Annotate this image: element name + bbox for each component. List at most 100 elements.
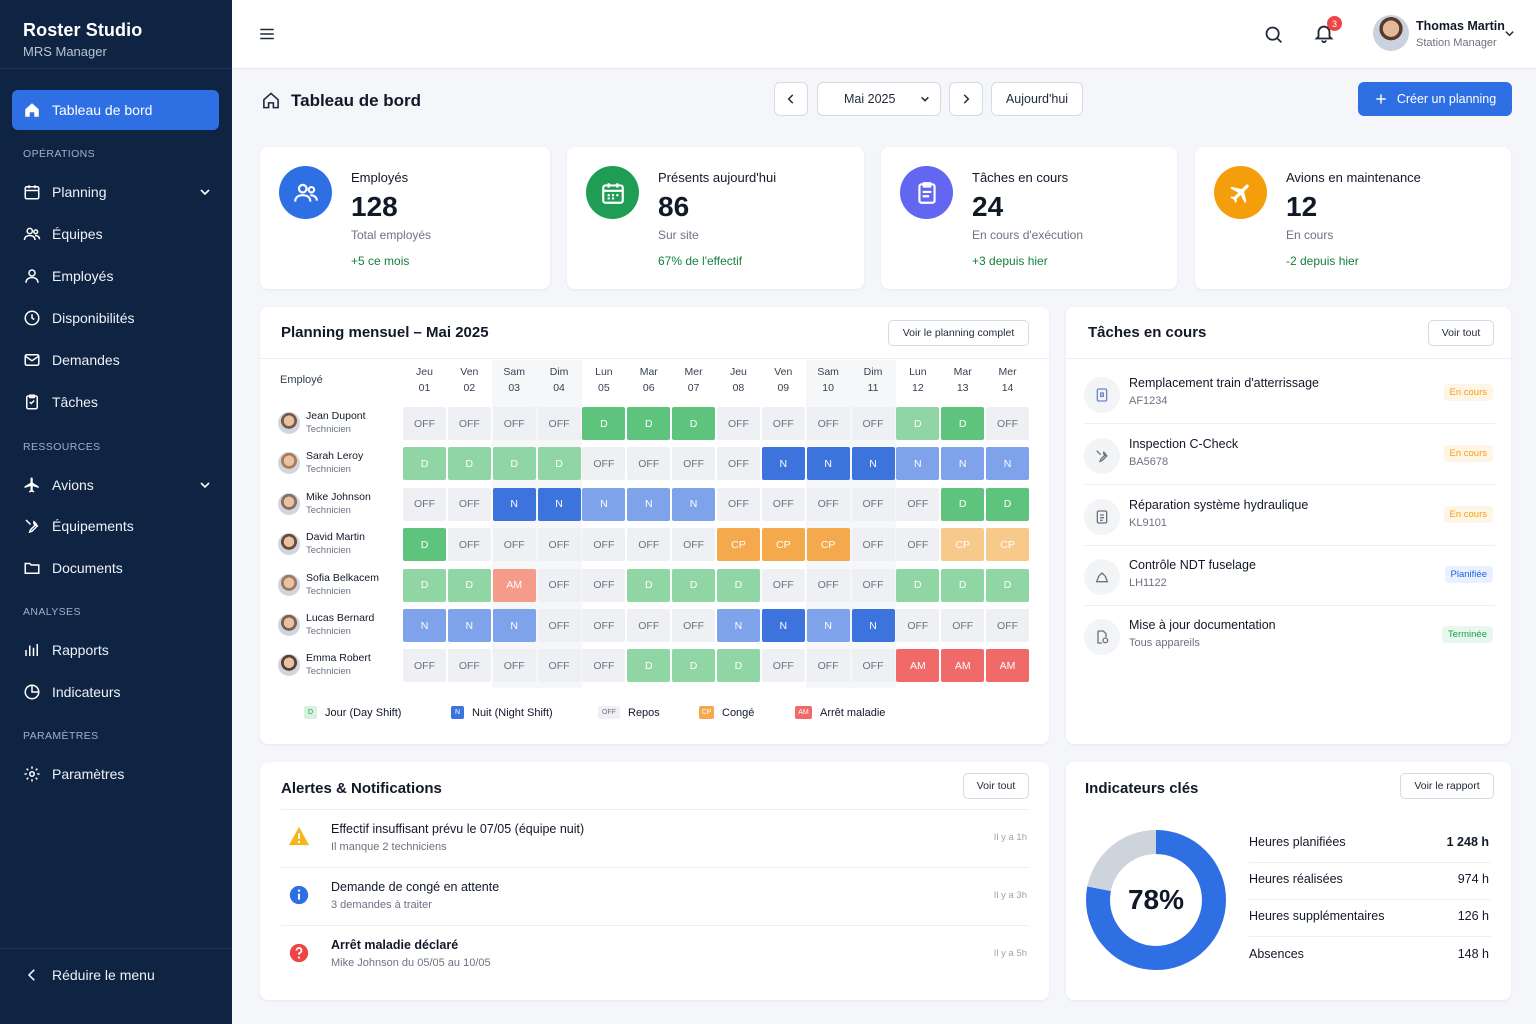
shift-cell[interactable]: OFF — [851, 407, 895, 440]
employee-cell[interactable]: Jean Dupont Technicien — [278, 410, 366, 436]
notifications-button[interactable]: 3 — [1313, 16, 1342, 46]
sidebar-item-equipes[interactable]: Équipes — [12, 216, 219, 252]
shift-cell[interactable]: OFF — [851, 487, 895, 521]
shift-cell[interactable]: OFF — [941, 609, 985, 642]
shift-cell[interactable]: D — [896, 568, 940, 602]
shift-cell[interactable]: N — [492, 609, 536, 642]
employee-cell[interactable]: Sarah Leroy Technicien — [278, 450, 363, 476]
task-row[interactable]: Contrôle NDT fuselage LH1122 Planifiée — [1084, 546, 1495, 606]
search-icon[interactable] — [1263, 24, 1284, 45]
shift-cell[interactable]: CP — [761, 528, 805, 562]
shift-cell[interactable]: AM — [941, 649, 985, 683]
shift-cell[interactable]: N — [537, 487, 581, 521]
shift-cell[interactable]: OFF — [896, 528, 940, 562]
shift-cell[interactable]: OFF — [851, 528, 895, 562]
shift-cell[interactable]: OFF — [403, 487, 446, 521]
shift-cell[interactable]: OFF — [986, 407, 1030, 440]
shift-cell[interactable]: D — [941, 487, 985, 521]
shift-cell[interactable]: N — [761, 447, 805, 481]
today-button[interactable]: Aujourd'hui — [991, 82, 1083, 116]
shift-cell[interactable]: OFF — [403, 407, 446, 440]
task-row[interactable]: Remplacement train d'atterrissage AF1234… — [1084, 364, 1495, 424]
shift-cell[interactable]: OFF — [447, 487, 491, 521]
shift-cell[interactable]: OFF — [627, 609, 671, 642]
shift-cell[interactable]: D — [672, 568, 716, 602]
task-row[interactable]: Mise à jour documentation Tous appareils… — [1084, 606, 1495, 666]
shift-cell[interactable]: AM — [492, 568, 536, 602]
shift-cell[interactable]: OFF — [582, 528, 626, 562]
shift-cell[interactable]: D — [986, 487, 1030, 521]
sidebar-item-rapports[interactable]: Rapports — [12, 632, 219, 668]
shift-cell[interactable]: OFF — [716, 487, 760, 521]
shift-cell[interactable]: N — [672, 487, 716, 521]
employee-cell[interactable]: Emma Robert Technicien — [278, 652, 371, 678]
shift-cell[interactable]: OFF — [582, 649, 626, 683]
sidebar-item-avions[interactable]: Avions — [12, 467, 219, 503]
shift-cell[interactable]: OFF — [492, 407, 536, 440]
shift-cell[interactable]: D — [716, 568, 760, 602]
sidebar-item-documents[interactable]: Documents — [12, 550, 219, 586]
shift-cell[interactable]: D — [447, 447, 491, 481]
create-planning-button[interactable]: Créer un planning — [1358, 82, 1512, 116]
shift-cell[interactable]: AM — [986, 649, 1030, 683]
shift-cell[interactable]: OFF — [537, 528, 581, 562]
shift-cell[interactable]: OFF — [403, 649, 446, 683]
shift-cell[interactable]: OFF — [851, 568, 895, 602]
shift-cell[interactable]: N — [492, 487, 536, 521]
shift-cell[interactable]: D — [627, 407, 671, 440]
shift-cell[interactable]: OFF — [761, 649, 805, 683]
shift-cell[interactable]: OFF — [761, 568, 805, 602]
view-full-planning-button[interactable]: Voir le planning complet — [888, 320, 1029, 346]
shift-cell[interactable]: OFF — [582, 447, 626, 481]
shift-cell[interactable]: N — [851, 609, 895, 642]
employee-cell[interactable]: Sofia Belkacem Technicien — [278, 572, 379, 598]
month-select[interactable]: Mai 2025 — [817, 82, 941, 116]
shift-cell[interactable]: OFF — [447, 528, 491, 562]
alert-row[interactable]: Demande de congé en attente 3 demandes à… — [281, 868, 1029, 926]
shift-cell[interactable]: OFF — [761, 487, 805, 521]
shift-cell[interactable]: OFF — [627, 528, 671, 562]
shift-cell[interactable]: OFF — [447, 407, 491, 440]
sidebar-item-dashboard[interactable]: Tableau de bord — [12, 90, 219, 130]
shift-cell[interactable]: N — [806, 447, 850, 481]
shift-cell[interactable]: N — [896, 447, 940, 481]
shift-cell[interactable]: OFF — [492, 528, 536, 562]
shift-cell[interactable]: N — [851, 447, 895, 481]
shift-cell[interactable]: CP — [986, 528, 1030, 562]
shift-cell[interactable]: D — [986, 568, 1030, 602]
user-menu[interactable]: Thomas Martin Station Manager — [1373, 15, 1521, 53]
sidebar-item-parametres[interactable]: Paramètres — [12, 756, 219, 792]
shift-cell[interactable]: D — [672, 649, 716, 683]
alert-row[interactable]: Effectif insuffisant prévu le 07/05 (équ… — [281, 810, 1029, 868]
task-row[interactable]: Réparation système hydraulique KL9101 En… — [1084, 486, 1495, 546]
alerts-view-all-button[interactable]: Voir tout — [963, 773, 1029, 799]
shift-cell[interactable]: D — [941, 407, 985, 440]
shift-cell[interactable]: D — [941, 568, 985, 602]
shift-cell[interactable]: AM — [896, 649, 940, 683]
shift-cell[interactable]: D — [627, 649, 671, 683]
shift-cell[interactable]: OFF — [806, 407, 850, 440]
sidebar-item-disponibilites[interactable]: Disponibilités — [12, 300, 219, 336]
sidebar-item-taches[interactable]: Tâches — [12, 384, 219, 420]
shift-cell[interactable]: OFF — [851, 649, 895, 683]
employee-cell[interactable]: Lucas Bernard Technicien — [278, 612, 374, 638]
sidebar-item-equipements[interactable]: Équipements — [12, 508, 219, 544]
shift-cell[interactable]: OFF — [447, 649, 491, 683]
shift-cell[interactable]: OFF — [806, 487, 850, 521]
shift-cell[interactable]: OFF — [716, 407, 760, 440]
employee-cell[interactable]: David Martin Technicien — [278, 531, 365, 557]
shift-cell[interactable]: CP — [941, 528, 985, 562]
shift-cell[interactable]: OFF — [716, 447, 760, 481]
shift-cell[interactable]: D — [537, 447, 581, 481]
shift-cell[interactable]: D — [672, 407, 716, 440]
shift-cell[interactable]: D — [447, 568, 491, 602]
shift-cell[interactable]: D — [403, 528, 446, 562]
tasks-view-all-button[interactable]: Voir tout — [1428, 320, 1494, 346]
shift-cell[interactable]: N — [403, 609, 446, 642]
shift-cell[interactable]: OFF — [627, 447, 671, 481]
shift-cell[interactable]: OFF — [672, 528, 716, 562]
shift-cell[interactable]: N — [627, 487, 671, 521]
shift-cell[interactable]: OFF — [492, 649, 536, 683]
shift-cell[interactable]: D — [896, 407, 940, 440]
sidebar-item-demandes[interactable]: Demandes — [12, 342, 219, 378]
